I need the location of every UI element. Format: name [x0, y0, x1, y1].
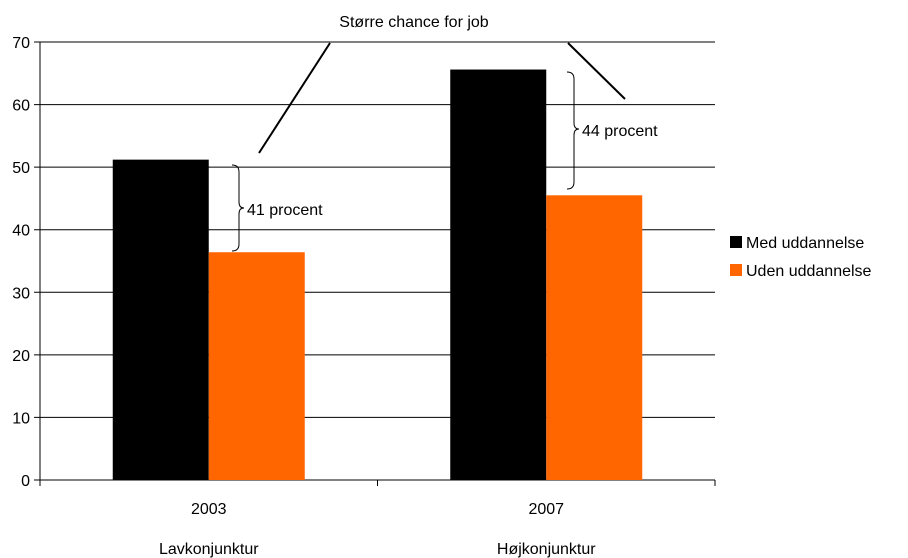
bar-2003-med	[112, 159, 209, 481]
x-axis-labels: 2003 Lavkonjunktur 2007 Højkonjunktur	[159, 501, 596, 558]
annotations: Større chance for job 41 procent 44 proc…	[231, 14, 658, 252]
y-tick-label: 20	[12, 348, 30, 365]
y-tick-label: 10	[12, 410, 30, 427]
gap-label-2003: 41 procent	[247, 202, 323, 219]
x-sublabel: Lavkonjunktur	[159, 541, 259, 558]
legend-label-med: Med uddannelse	[746, 235, 864, 252]
callout-label: Større chance for job	[339, 14, 489, 31]
bar-2007-uden	[546, 195, 643, 481]
legend-swatch-uden	[730, 264, 742, 276]
y-tick-label: 30	[12, 285, 30, 302]
y-tick-label: 70	[12, 35, 30, 52]
callout-pointer-right	[567, 42, 626, 100]
legend: Med uddannelse Uden uddannelse	[730, 235, 872, 280]
x-tick-label: 2007	[528, 501, 564, 518]
legend-swatch-med	[730, 236, 742, 248]
bar-2003-uden	[208, 252, 305, 480]
y-tick-label: 50	[12, 160, 30, 177]
x-tick-label: 2003	[191, 501, 227, 518]
gap-bracket-2007	[566, 71, 580, 190]
y-tick-label: 60	[12, 98, 30, 115]
x-sublabel: Højkonjunktur	[497, 541, 596, 558]
y-tick-label: 40	[12, 223, 30, 240]
gap-label-2007: 44 procent	[582, 123, 658, 140]
legend-label-uden: Uden uddannelse	[746, 263, 872, 280]
callout-pointer-left	[258, 42, 331, 154]
bars	[112, 69, 643, 481]
y-axis-ticks: 0 10 20 30 40 50 60 70	[12, 35, 30, 490]
bar-2007-med	[450, 69, 547, 480]
y-tick-label: 0	[21, 473, 30, 490]
gap-bracket-2003	[231, 164, 245, 252]
